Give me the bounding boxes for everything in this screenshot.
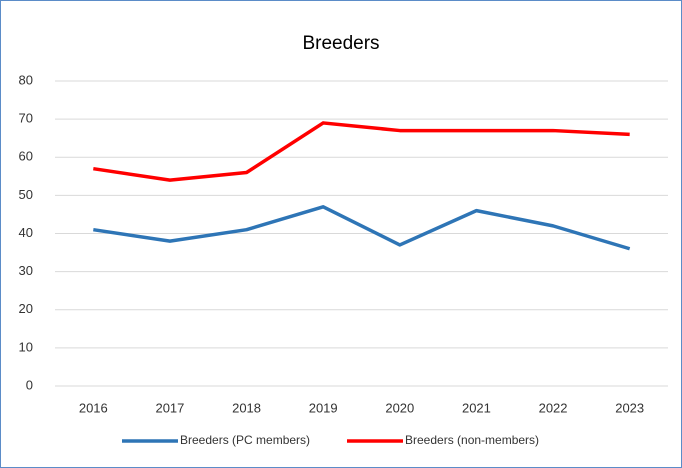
x-tick-label: 2018 xyxy=(232,400,261,415)
y-tick-label: 20 xyxy=(19,301,33,316)
x-tick-label: 2019 xyxy=(309,400,338,415)
y-tick-label: 0 xyxy=(26,377,33,392)
y-tick-label: 10 xyxy=(19,339,33,354)
x-tick-label: 2022 xyxy=(539,400,568,415)
y-tick-label: 40 xyxy=(19,225,33,240)
x-tick-label: 2020 xyxy=(385,400,414,415)
x-tick-label: 2023 xyxy=(615,400,644,415)
x-tick-label: 2021 xyxy=(462,400,491,415)
legend-label: Breeders (PC members) xyxy=(180,433,310,447)
x-tick-label: 2016 xyxy=(79,400,108,415)
chart-title: Breeders xyxy=(302,33,379,54)
y-tick-label: 70 xyxy=(19,111,33,126)
series-line xyxy=(93,205,631,251)
y-tick-label: 50 xyxy=(19,187,33,202)
y-tick-label: 80 xyxy=(19,72,33,87)
x-tick-label: 2017 xyxy=(155,400,184,415)
y-tick-label: 30 xyxy=(19,263,33,278)
legend-label: Breeders (non-members) xyxy=(405,433,539,447)
y-tick-label: 60 xyxy=(19,149,33,164)
series-line xyxy=(93,121,630,182)
